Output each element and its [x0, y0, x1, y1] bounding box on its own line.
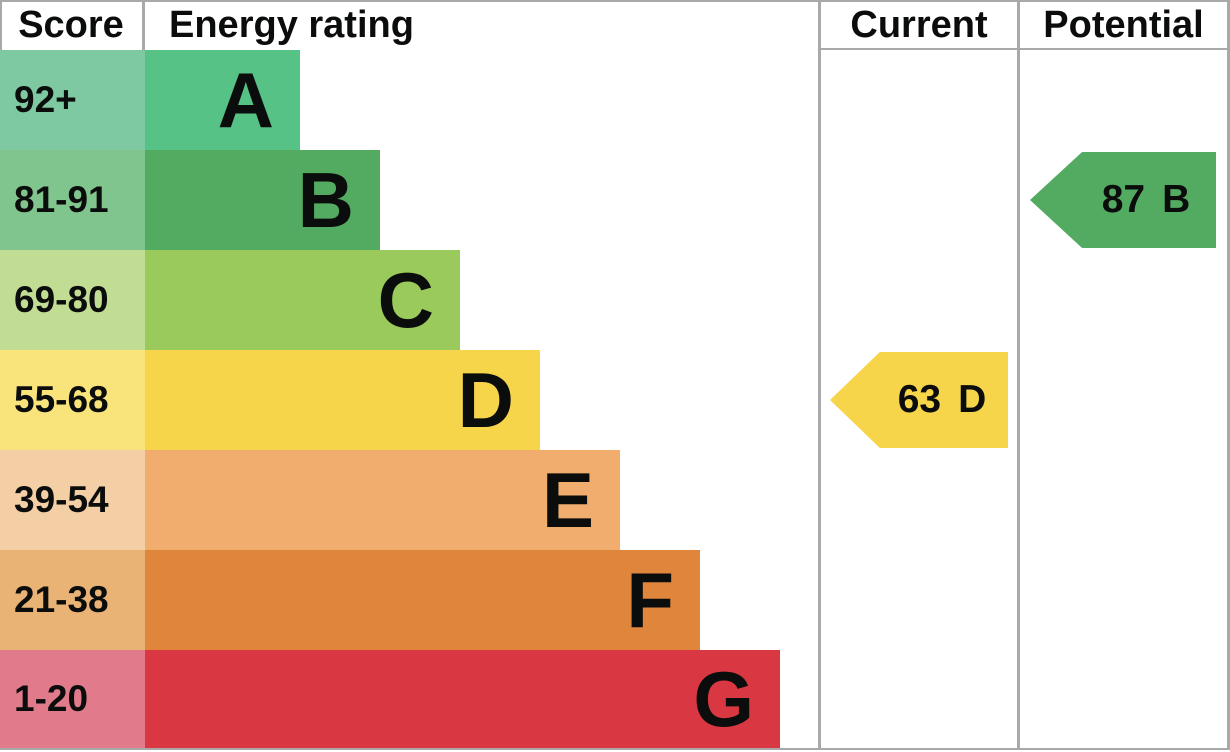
score-header-divider	[142, 0, 145, 50]
score-cell-b: 81-91	[0, 150, 145, 250]
current-band-letter: D	[958, 378, 987, 421]
table-bottom-border	[0, 748, 1230, 750]
current-score-value: 63	[897, 378, 942, 421]
score-cell-a: 92+	[0, 50, 145, 150]
current-rating-arrow: 63 D	[830, 352, 1008, 448]
score-cell-g: 1-20	[0, 650, 145, 748]
potential-rating-arrow: 87 B	[1030, 152, 1216, 248]
rating-bar-d: D	[145, 350, 540, 450]
score-cell-f: 21-38	[0, 550, 145, 650]
table-top-border	[0, 0, 1230, 2]
score-cell-c: 69-80	[0, 250, 145, 350]
rating-bar-g: G	[145, 650, 780, 748]
energy-rating-column-header: Energy rating	[145, 2, 839, 48]
potential-score-value: 87	[1101, 178, 1146, 221]
header-bottom-border	[818, 48, 1230, 50]
current-column-header: Current	[821, 2, 1017, 48]
score-column-header: Score	[0, 2, 142, 48]
rating-bar-a: A	[145, 50, 300, 150]
current-potential-divider	[1017, 0, 1020, 750]
rating-bar-c: C	[145, 250, 460, 350]
rating-bar-e: E	[145, 450, 620, 550]
score-cell-d: 55-68	[0, 350, 145, 450]
score-cell-e: 39-54	[0, 450, 145, 550]
table-right-border	[1227, 0, 1230, 750]
rating-current-divider	[818, 0, 821, 750]
potential-column-header: Potential	[1020, 2, 1227, 48]
potential-band-letter: B	[1162, 178, 1191, 221]
rating-bar-f: F	[145, 550, 700, 650]
header-left-border	[0, 0, 2, 50]
rating-bar-b: B	[145, 150, 380, 250]
